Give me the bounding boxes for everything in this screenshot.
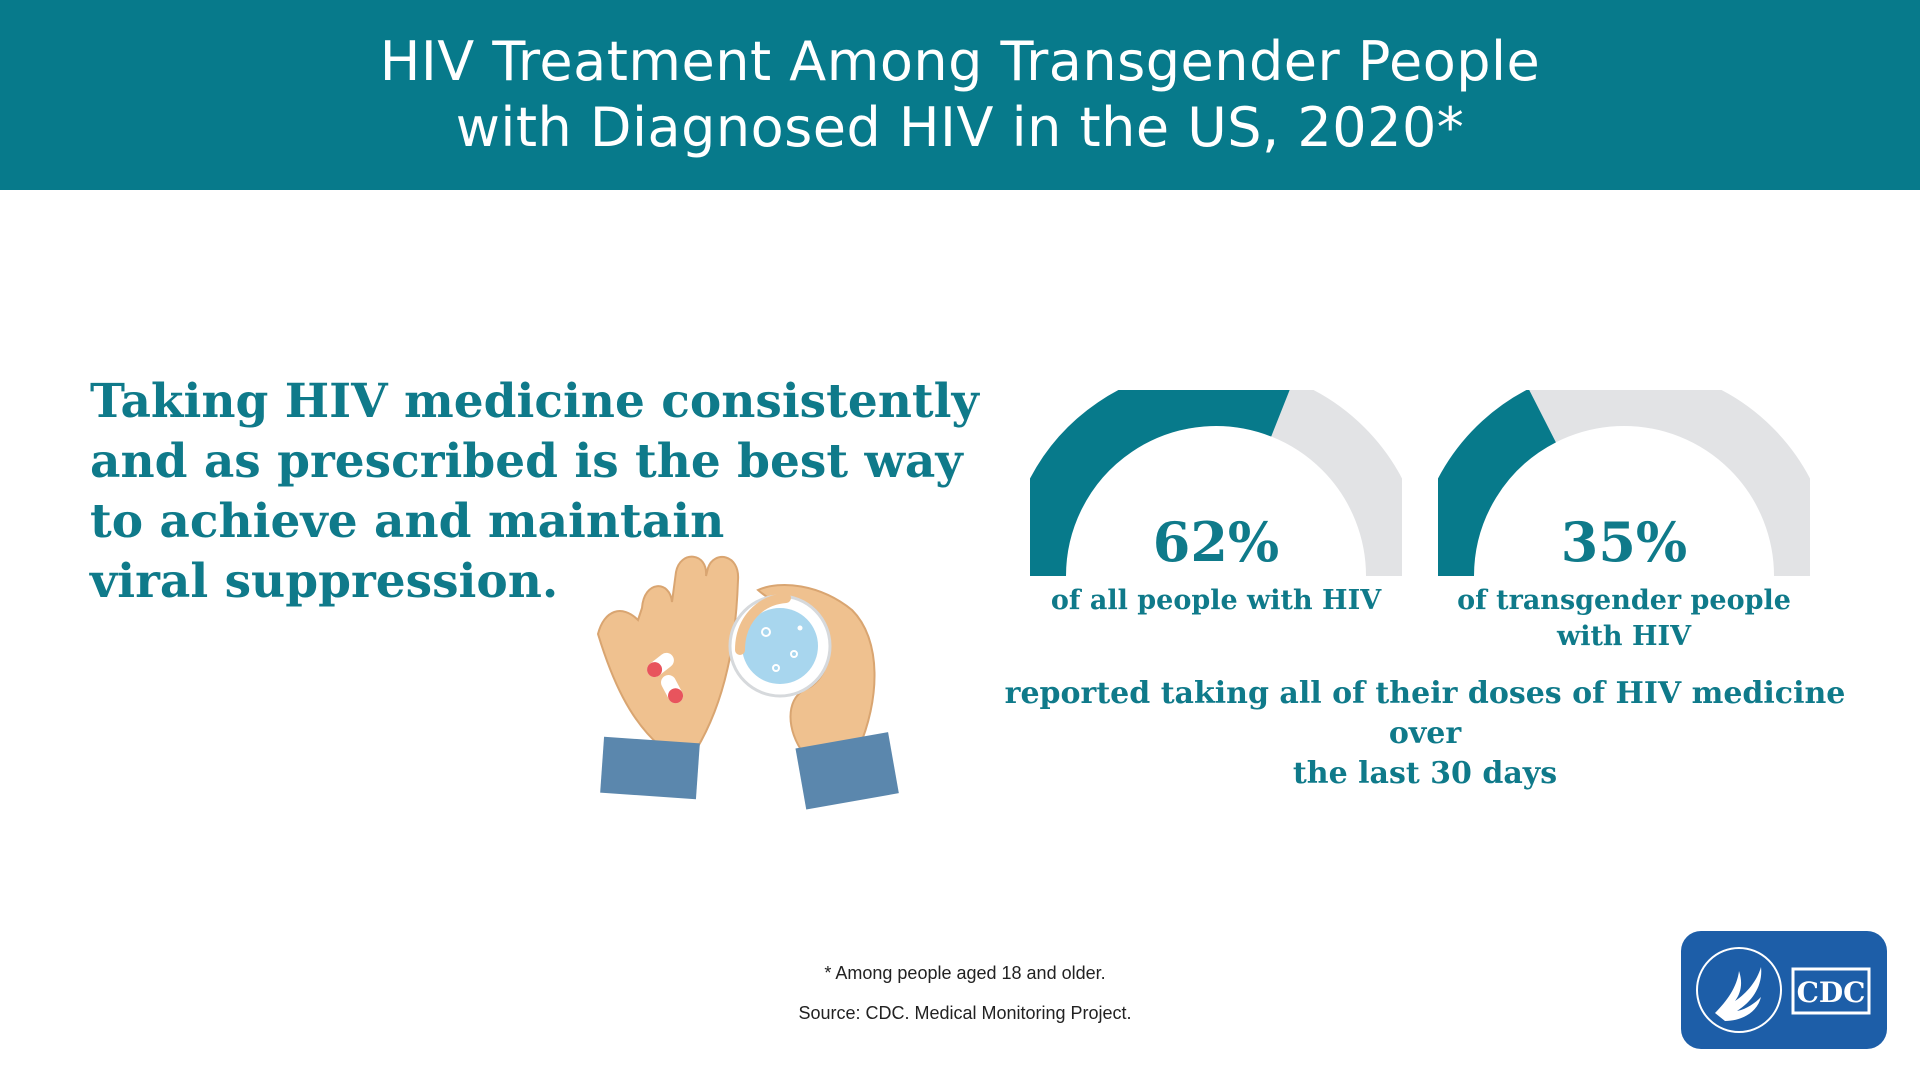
gauge-fill xyxy=(1030,390,1290,577)
footnote: * Among people aged 18 and older. xyxy=(824,963,1106,983)
cdc-logo-text: CDC xyxy=(1797,976,1866,1009)
source-note: Source: CDC. Medical Monitoring Project. xyxy=(798,1003,1132,1023)
hhs-eagle-icon xyxy=(1696,947,1782,1033)
hhs-cdc-logo: CDC xyxy=(1681,931,1887,1049)
gauge-label-transgender-people: of transgender people with HIV xyxy=(1438,583,1810,655)
gauge-caption-line-2: the last 30 days xyxy=(1292,756,1558,791)
gauge-value: 35% xyxy=(1560,510,1688,574)
key-message-line-3: to achieve and maintain xyxy=(90,494,725,549)
key-message-line-4: viral suppression. xyxy=(90,554,559,609)
gauge-transgender-people: 35% xyxy=(1438,390,1810,580)
key-message-line-2: and as prescribed is the best way xyxy=(90,434,963,489)
gauge-label-all-people: of all people with HIV xyxy=(1030,583,1402,619)
key-message-line-1: Taking HIV medicine consistently xyxy=(90,374,979,429)
gauge-caption-line-1: reported taking all of their doses of HI… xyxy=(1004,676,1846,751)
key-message: Taking HIV medicine consistently and as … xyxy=(90,372,979,612)
header-banner: HIV Treatment Among Transgender People w… xyxy=(0,0,1920,190)
hand-with-pills-icon xyxy=(596,555,740,800)
gauge-label-line-1: of all people with HIV xyxy=(1050,585,1382,616)
page-title-line-2: with Diagnosed HIV in the US, 2020* xyxy=(455,96,1465,159)
gauge-label-line-1: of transgender people xyxy=(1457,585,1791,616)
hand-with-water-glass-icon xyxy=(728,584,899,810)
gauge-all-people: 62% xyxy=(1030,390,1402,580)
page-title-line-1: HIV Treatment Among Transgender People xyxy=(379,30,1541,93)
gauge-label-line-2: with HIV xyxy=(1556,621,1692,652)
gauge-caption: reported taking all of their doses of HI… xyxy=(985,674,1865,794)
medication-illustration xyxy=(590,550,910,810)
gauge-value: 62% xyxy=(1152,510,1280,574)
gauge-fill xyxy=(1438,390,1557,577)
